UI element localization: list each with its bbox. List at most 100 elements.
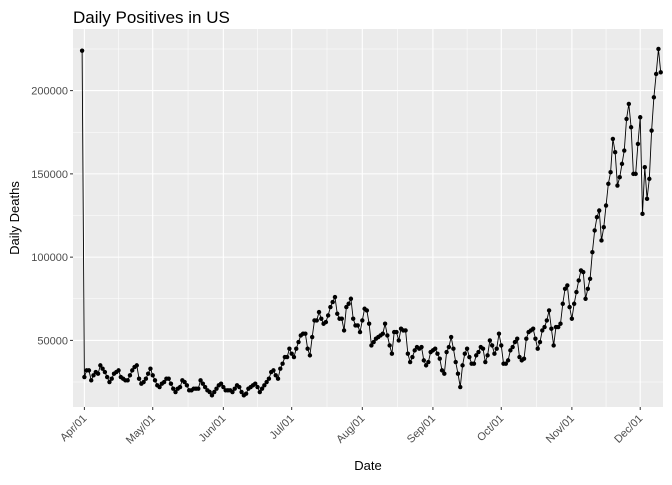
- data-point: [152, 378, 158, 383]
- data-point: [442, 371, 447, 376]
- data-point: [508, 348, 513, 353]
- data-point: [307, 353, 313, 358]
- data-point: [597, 208, 602, 213]
- data-point: [389, 351, 395, 356]
- x-axis: Apr/01 May/01 Jun/01 Jul/01 Aug/01 Sep/01 Oct/…: [58, 407, 645, 447]
- data-point: [603, 203, 609, 208]
- data-point: [330, 299, 335, 305]
- data-point: [571, 301, 577, 306]
- data-point: [480, 346, 486, 351]
- data-point: [287, 346, 292, 351]
- data-point: [369, 343, 374, 348]
- data-point: [214, 386, 219, 391]
- data-point: [325, 313, 331, 318]
- data-point: [280, 361, 285, 366]
- data-point: [348, 296, 354, 301]
- data-point: [130, 368, 135, 373]
- data-point: [109, 376, 114, 381]
- x-tick-label: Jul/01: [268, 413, 297, 442]
- y-tick-label: 200000: [31, 86, 68, 98]
- data-point: [565, 283, 570, 288]
- data-point: [89, 378, 94, 383]
- data-point: [546, 308, 552, 313]
- data-point: [148, 366, 153, 371]
- data-point: [658, 70, 663, 75]
- data-point: [549, 326, 554, 331]
- data-point: [380, 331, 386, 336]
- data-point: [423, 363, 429, 368]
- data-point: [157, 384, 162, 390]
- data-point: [633, 171, 638, 177]
- data-point: [403, 328, 408, 333]
- data-point: [608, 170, 613, 175]
- data-point: [628, 125, 634, 130]
- data-point: [451, 346, 456, 351]
- y-tick-label: 150000: [31, 169, 68, 181]
- data-point: [594, 214, 600, 220]
- data-point: [567, 304, 572, 310]
- data-point: [444, 349, 449, 355]
- data-point: [382, 321, 388, 326]
- data-point: [453, 359, 458, 365]
- y-tick-label: 50000: [37, 335, 68, 347]
- data-point: [364, 308, 370, 313]
- data-point: [439, 368, 445, 373]
- data-point: [237, 384, 242, 390]
- data-point: [196, 386, 201, 391]
- data-point: [592, 228, 597, 233]
- data-point: [177, 384, 183, 390]
- data-point: [515, 336, 520, 341]
- data-point: [232, 386, 237, 391]
- data-point: [385, 333, 390, 338]
- data-point: [198, 378, 203, 383]
- x-axis-title: Date: [354, 458, 381, 473]
- data-point: [435, 351, 440, 356]
- data-point: [455, 371, 461, 376]
- data-point: [341, 328, 347, 333]
- data-point: [107, 379, 112, 385]
- data-point: [366, 321, 372, 326]
- x-tick-label: Nov/01: [544, 413, 577, 446]
- data-point: [437, 356, 442, 361]
- x-tick-label: May/01: [124, 413, 158, 447]
- data-point: [494, 346, 499, 351]
- data-point: [212, 389, 217, 395]
- data-point: [166, 376, 171, 381]
- data-point: [221, 384, 226, 390]
- x-tick-label: Aug/01: [334, 413, 367, 446]
- data-point: [656, 46, 661, 52]
- data-point: [207, 389, 212, 395]
- x-tick-label: Apr/01: [58, 413, 89, 444]
- data-point: [642, 165, 647, 170]
- data-point: [314, 318, 319, 323]
- data-point: [606, 181, 611, 187]
- data-point: [576, 278, 581, 283]
- data-point: [558, 321, 563, 326]
- data-point: [433, 346, 438, 351]
- data-point: [396, 338, 401, 343]
- data-point: [446, 344, 452, 350]
- data-point: [640, 211, 645, 217]
- data-point: [581, 269, 586, 275]
- data-point: [590, 249, 595, 255]
- data-point: [125, 378, 130, 383]
- data-point: [544, 318, 550, 323]
- minor-gridlines: [73, 29, 663, 407]
- data-point: [499, 343, 504, 348]
- data-point: [309, 334, 315, 340]
- data-point: [145, 371, 151, 376]
- data-point: [612, 150, 618, 155]
- data-point: [264, 379, 269, 385]
- data-point: [171, 386, 176, 391]
- data-point: [278, 366, 283, 371]
- data-point: [421, 358, 427, 363]
- data-point: [524, 336, 529, 341]
- data-point: [86, 368, 92, 373]
- data-point: [560, 301, 565, 306]
- data-point: [305, 346, 310, 351]
- data-point: [161, 379, 167, 385]
- x-tick-label: Dec/01: [612, 413, 645, 446]
- data-point: [574, 289, 579, 295]
- data-point: [458, 384, 463, 390]
- data-point: [100, 366, 105, 371]
